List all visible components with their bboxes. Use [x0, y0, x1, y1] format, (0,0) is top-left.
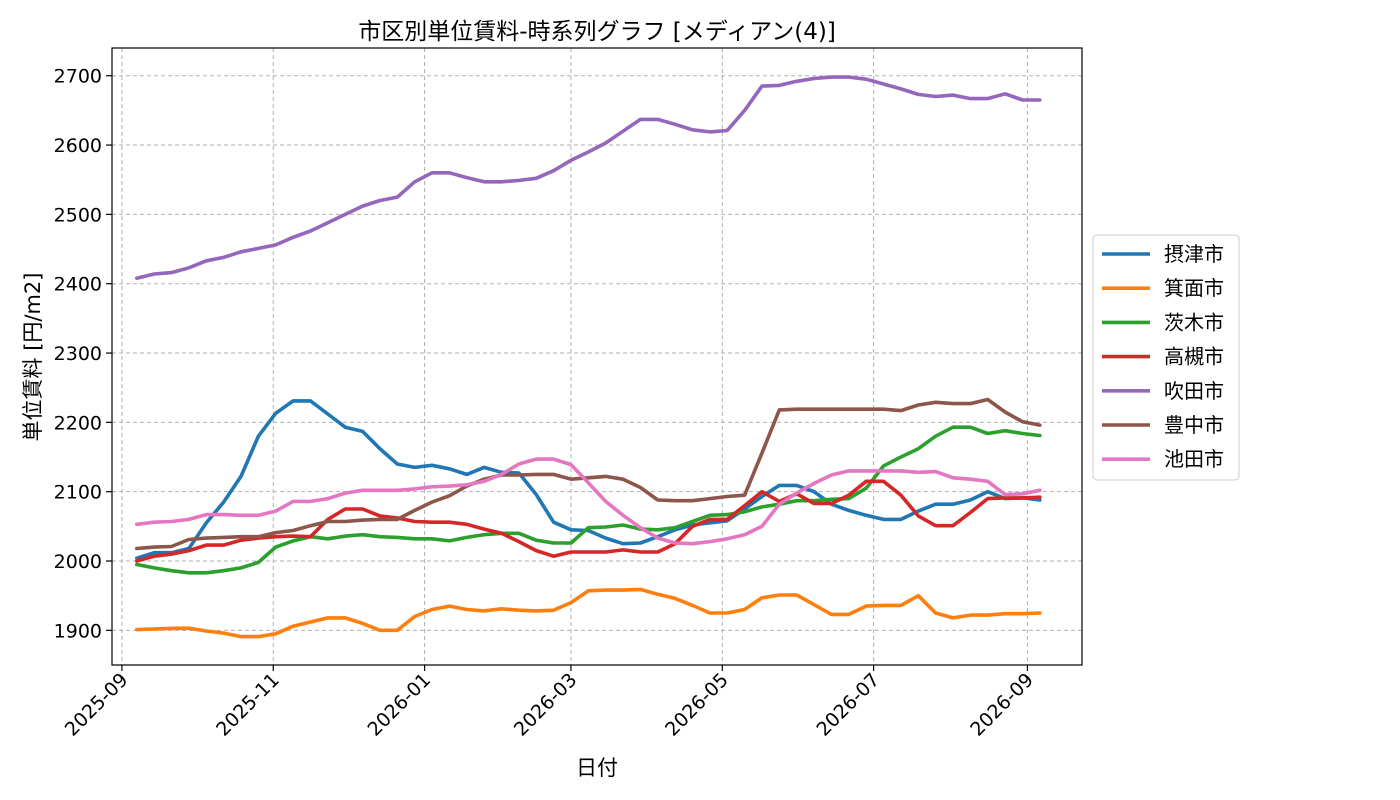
legend-label: 豊中市	[1164, 413, 1224, 437]
plot-frame	[111, 47, 1083, 666]
series-line	[135, 587, 1042, 639]
y-tick-label: 2000	[54, 551, 102, 573]
chart-title: 市区別単位賃料-時系列グラフ [メディアン(4)]	[358, 19, 836, 45]
x-tick-label: 2025-09	[61, 669, 133, 741]
x-axis: 2025-09 2025-11 2026-01 2026-03 2026-05 2026-…	[61, 665, 1038, 741]
legend-box	[1092, 234, 1240, 481]
y-axis: 1900 2000 2100 2200 2300 2400 2500 2600 2700	[54, 66, 112, 642]
x-tick-label: 2026-09	[966, 669, 1038, 741]
legend-label: 池田市	[1164, 447, 1224, 471]
y-tick-label: 2600	[54, 135, 102, 157]
y-tick-label: 2400	[54, 274, 102, 296]
x-axis-label: 日付	[576, 756, 618, 780]
x-tick-label: 2026-07	[812, 669, 884, 741]
y-tick-label: 1900	[54, 620, 102, 642]
series-line	[135, 399, 1042, 561]
series-line	[135, 425, 1042, 575]
series-line	[135, 479, 1042, 563]
x-tick-label: 2025-11	[212, 669, 284, 741]
y-axis-label: 単位賃料 [円/m2]	[21, 273, 45, 442]
legend-label: 箕面市	[1164, 276, 1224, 300]
series-line	[135, 457, 1042, 546]
grid	[112, 48, 1082, 665]
y-tick-label: 2300	[54, 343, 102, 365]
series-line	[135, 397, 1042, 551]
legend-label: 摂津市	[1164, 242, 1224, 266]
y-tick-label: 2200	[54, 412, 102, 434]
legend-label: 吹田市	[1164, 379, 1224, 403]
series-line	[135, 75, 1042, 281]
x-tick-label: 2026-05	[661, 669, 733, 741]
y-tick-label: 2100	[54, 482, 102, 504]
y-tick-label: 2500	[54, 204, 102, 226]
legend-label: 茨木市	[1164, 310, 1224, 334]
legend-label: 高槻市	[1164, 345, 1224, 369]
x-tick-label: 2026-01	[363, 669, 435, 741]
y-tick-label: 2700	[54, 66, 102, 88]
x-tick-label: 2026-03	[510, 669, 582, 741]
series-lines	[135, 75, 1042, 639]
